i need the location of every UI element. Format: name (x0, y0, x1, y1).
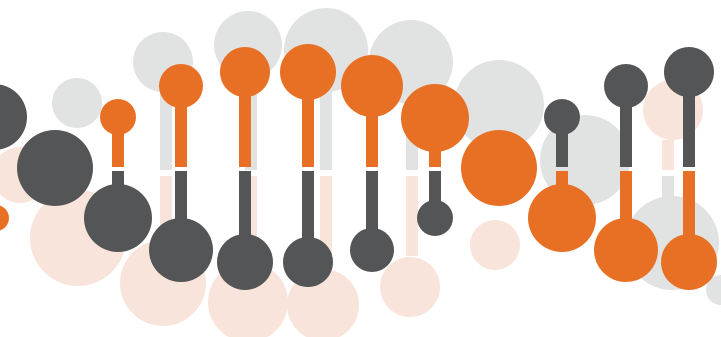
base-pair-top-node (604, 64, 648, 108)
background-gray-circle (454, 60, 544, 150)
background-base-pair-stem (320, 90, 332, 170)
base-pair-bottom-node (350, 228, 394, 272)
background-base-pair-stem (406, 176, 418, 256)
base-pair-bottom-node (661, 234, 717, 290)
background-peach-circle (470, 220, 520, 270)
base-pair-bottom-node (417, 200, 453, 236)
base-pair-top-node (100, 99, 136, 135)
foreground-helix-layer (0, 44, 717, 290)
background-base-pair-stem (160, 90, 172, 170)
helix-edge-node (0, 84, 27, 150)
base-pair-top-node (544, 99, 580, 135)
background-gray-circle (706, 275, 721, 305)
base-pair-top-node (220, 47, 270, 97)
background-base-pair-stem (662, 176, 674, 206)
base-pair-top-node (159, 64, 203, 108)
base-pair-bottom-node (84, 184, 152, 252)
base-pair-bottom-node (149, 218, 213, 282)
base-pair-top-node (280, 44, 336, 100)
base-pair-bottom-node (528, 184, 596, 252)
helix-edge-node (0, 205, 9, 231)
base-pair-bottom-node (594, 218, 658, 282)
background-gray-circle (52, 78, 102, 128)
helix-edge-node (461, 130, 537, 206)
background-base-pair-stem (662, 140, 674, 170)
helix-edge-node (17, 130, 93, 206)
background-peach-circle (380, 257, 440, 317)
base-pair-top-node (401, 84, 469, 152)
base-pair-top-node (341, 55, 403, 117)
base-pair-bottom-node (217, 234, 273, 290)
base-pair-bottom-node (283, 237, 333, 287)
base-pair-top-node (664, 47, 714, 97)
